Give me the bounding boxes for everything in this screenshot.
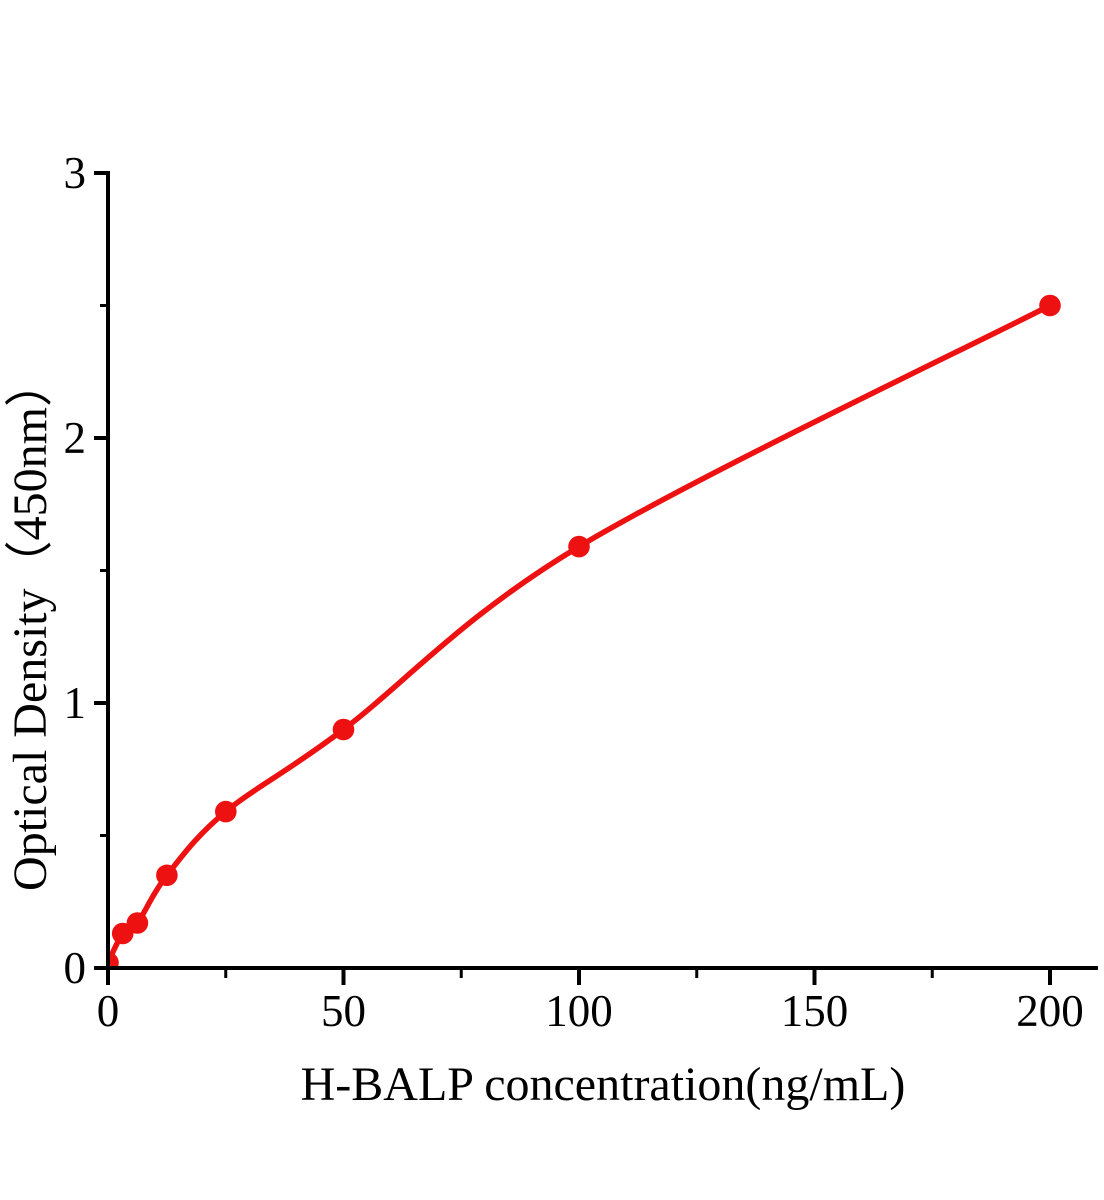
x-tick-label: 0	[97, 986, 120, 1036]
data-point-marker	[126, 912, 149, 934]
y-axis-title: Optical Density（450nm）	[4, 359, 57, 891]
data-point-marker	[156, 864, 178, 887]
data-point-marker	[1039, 294, 1061, 317]
y-tick-label: 0	[64, 943, 87, 993]
x-tick-label: 100	[545, 986, 613, 1036]
y-tick-label: 3	[64, 148, 87, 198]
y-tick-label: 2	[64, 413, 87, 463]
data-point-marker	[215, 800, 237, 823]
axes	[94, 171, 1098, 985]
standard-curve-path	[108, 302, 1053, 966]
x-tick-label: 50	[321, 986, 366, 1036]
fit-curve	[108, 302, 1053, 966]
tick-labels: 0 1 2 3 0 50 100 150 200	[64, 148, 1084, 1036]
data-points	[108, 294, 1061, 968]
x-tick-label: 150	[781, 986, 849, 1036]
x-axis-title: H-BALP concentration(ng/mL)	[301, 1058, 906, 1111]
data-point-marker	[108, 951, 119, 968]
data-point-marker	[332, 718, 355, 741]
x-tick-label: 200	[1016, 986, 1084, 1036]
data-point-marker	[568, 535, 590, 558]
y-tick-label: 1	[64, 678, 87, 728]
